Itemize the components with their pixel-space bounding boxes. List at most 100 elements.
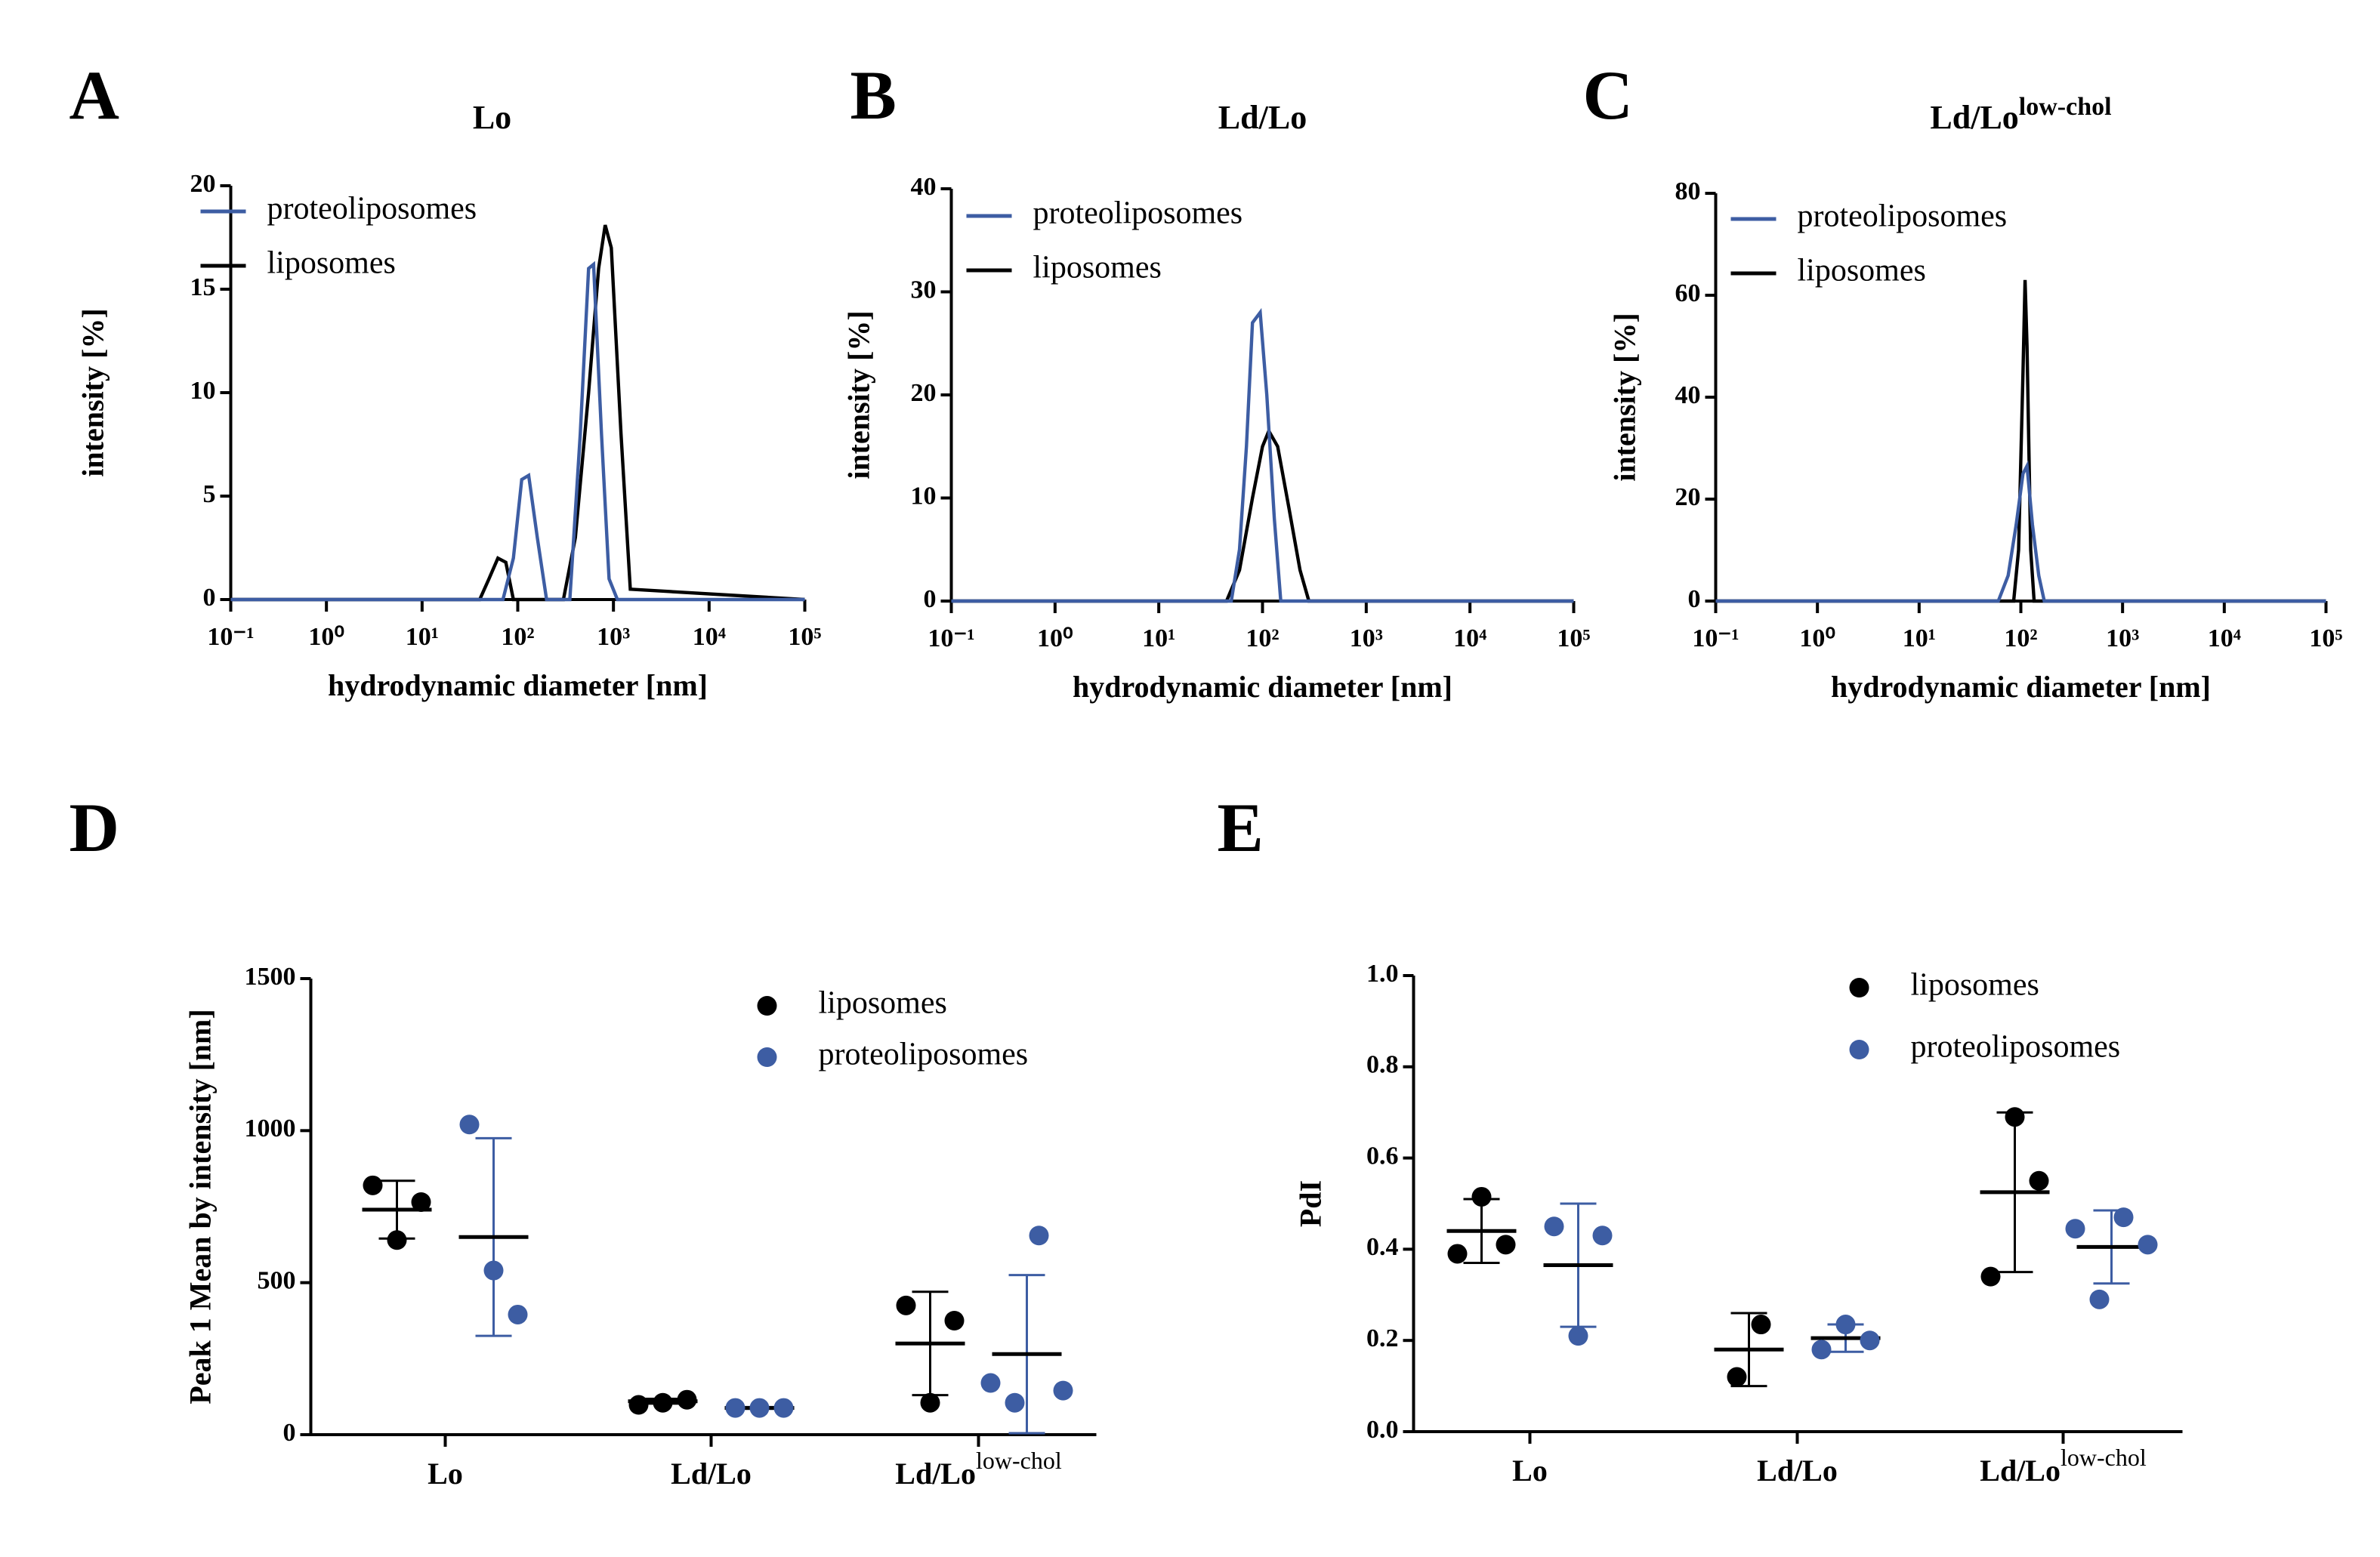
data-point bbox=[1005, 1392, 1025, 1413]
legend-label: proteoliposomes bbox=[1911, 1030, 2121, 1065]
x-tick-label: 10⁴ bbox=[693, 623, 726, 651]
x-tick-label: 10¹ bbox=[406, 623, 439, 651]
data-point bbox=[1447, 1244, 1468, 1264]
data-point bbox=[628, 1395, 649, 1415]
y-tick-label: 20 bbox=[190, 170, 216, 198]
y-tick-label: 10 bbox=[911, 482, 937, 510]
data-point bbox=[2089, 1289, 2110, 1309]
legend-label: proteoliposomes bbox=[819, 1037, 1029, 1072]
data-point bbox=[2113, 1207, 2134, 1228]
x-tick-label: 10¹ bbox=[1903, 624, 1936, 652]
category-text: Ld/Lo bbox=[895, 1457, 976, 1491]
x-tick-label: 10⁰ bbox=[1037, 624, 1073, 652]
x-tick-label: 10³ bbox=[1350, 624, 1383, 652]
y-tick-label: 1500 bbox=[245, 963, 296, 991]
data-point bbox=[1751, 1315, 1771, 1335]
data-point bbox=[1980, 1266, 2001, 1287]
y-tick-label: 10 bbox=[190, 377, 216, 405]
y-axis-label: intensity [%] bbox=[1608, 313, 1642, 481]
x-tick-label: 10⁴ bbox=[2208, 624, 2241, 652]
data-point bbox=[944, 1311, 965, 1330]
data-point bbox=[1496, 1235, 1516, 1255]
y-tick-label: 0.2 bbox=[1366, 1324, 1399, 1352]
data-point bbox=[1860, 1330, 1880, 1351]
category-superscript: low-chol bbox=[2061, 1444, 2147, 1471]
panel-label: C bbox=[1583, 57, 1633, 134]
category-text: Ld/Lo bbox=[1980, 1454, 2061, 1488]
chart-title: Ld/Lolow-chol bbox=[1930, 93, 2111, 136]
data-point bbox=[1029, 1226, 1049, 1246]
y-tick-label: 0.6 bbox=[1366, 1142, 1399, 1170]
panel-label: D bbox=[69, 789, 119, 866]
legend-swatch bbox=[757, 996, 777, 1016]
x-tick-label: 10⁴ bbox=[1453, 624, 1486, 652]
legend-label: liposomes bbox=[1033, 251, 1162, 285]
line-series bbox=[1715, 279, 2326, 603]
category-text: Ld/Lo bbox=[671, 1457, 752, 1491]
y-axis-label: PdI bbox=[1294, 1180, 1328, 1227]
data-point bbox=[508, 1304, 528, 1324]
x-tick-label: 10⁻¹ bbox=[928, 624, 974, 652]
line-series bbox=[230, 261, 805, 602]
y-tick-label: 1000 bbox=[245, 1115, 296, 1142]
data-point bbox=[677, 1389, 697, 1410]
y-tick-label: 500 bbox=[258, 1266, 296, 1294]
data-point bbox=[2029, 1170, 2049, 1191]
data-point bbox=[459, 1115, 480, 1135]
data-point bbox=[920, 1392, 940, 1413]
data-point bbox=[896, 1295, 916, 1315]
legend-label: proteoliposomes bbox=[1033, 196, 1243, 231]
y-tick-label: 20 bbox=[911, 379, 937, 407]
y-tick-label: 0.8 bbox=[1366, 1051, 1399, 1079]
title-text: Ld/Lo bbox=[1218, 99, 1307, 136]
data-point bbox=[2138, 1235, 2158, 1255]
y-tick-label: 40 bbox=[911, 173, 937, 201]
panel-label: A bbox=[69, 57, 119, 134]
data-point bbox=[1835, 1315, 1856, 1335]
data-point bbox=[411, 1192, 431, 1212]
x-tick-label: Ld/Lo bbox=[1757, 1454, 1838, 1488]
y-tick-label: 20 bbox=[1675, 483, 1701, 511]
y-tick-label: 80 bbox=[1675, 177, 1701, 205]
data-point bbox=[773, 1398, 794, 1418]
x-tick-label: Lo bbox=[428, 1457, 463, 1491]
y-tick-label: 0 bbox=[924, 585, 937, 613]
data-point bbox=[363, 1175, 383, 1195]
x-tick-label: 10³ bbox=[2106, 624, 2139, 652]
category-superscript: low-chol bbox=[976, 1447, 1062, 1474]
x-tick-label: Lo bbox=[1512, 1454, 1548, 1488]
x-tick-label: Ld/Lolow-chol bbox=[895, 1447, 1062, 1491]
y-tick-label: 0.4 bbox=[1366, 1233, 1399, 1261]
data-point bbox=[1544, 1216, 1564, 1237]
x-tick-label: Ld/Lo bbox=[671, 1457, 752, 1491]
data-point bbox=[1811, 1340, 1832, 1360]
data-point bbox=[1053, 1380, 1073, 1401]
y-tick-label: 30 bbox=[911, 276, 937, 304]
legend-label: liposomes bbox=[819, 986, 947, 1021]
x-tick-label: 10³ bbox=[597, 623, 630, 651]
y-tick-label: 0 bbox=[1688, 585, 1701, 613]
x-tick-label: 10² bbox=[2004, 624, 2037, 652]
x-tick-label: 10⁵ bbox=[2309, 624, 2342, 652]
x-tick-label: 10⁵ bbox=[788, 623, 821, 651]
line-series bbox=[230, 224, 805, 602]
data-point bbox=[1471, 1186, 1492, 1207]
line-series bbox=[951, 307, 1574, 603]
y-tick-label: 0.0 bbox=[1366, 1416, 1399, 1444]
line-series bbox=[1715, 460, 2326, 603]
x-tick-label: 10² bbox=[1246, 624, 1279, 652]
x-axis-label: hydrodynamic diameter [nm] bbox=[1073, 670, 1452, 704]
legend-label: liposomes bbox=[1798, 254, 1926, 288]
y-tick-label: 0 bbox=[203, 584, 216, 612]
line-series bbox=[951, 427, 1574, 603]
y-axis-label: intensity [%] bbox=[842, 310, 876, 479]
x-tick-label: 10⁰ bbox=[1799, 624, 1835, 652]
x-tick-label: 10⁵ bbox=[1557, 624, 1590, 652]
x-tick-label: 10⁻¹ bbox=[1692, 624, 1739, 652]
data-point bbox=[2065, 1219, 2085, 1239]
y-tick-label: 1.0 bbox=[1366, 960, 1399, 988]
panel-label: B bbox=[850, 57, 897, 134]
data-point bbox=[725, 1398, 745, 1418]
